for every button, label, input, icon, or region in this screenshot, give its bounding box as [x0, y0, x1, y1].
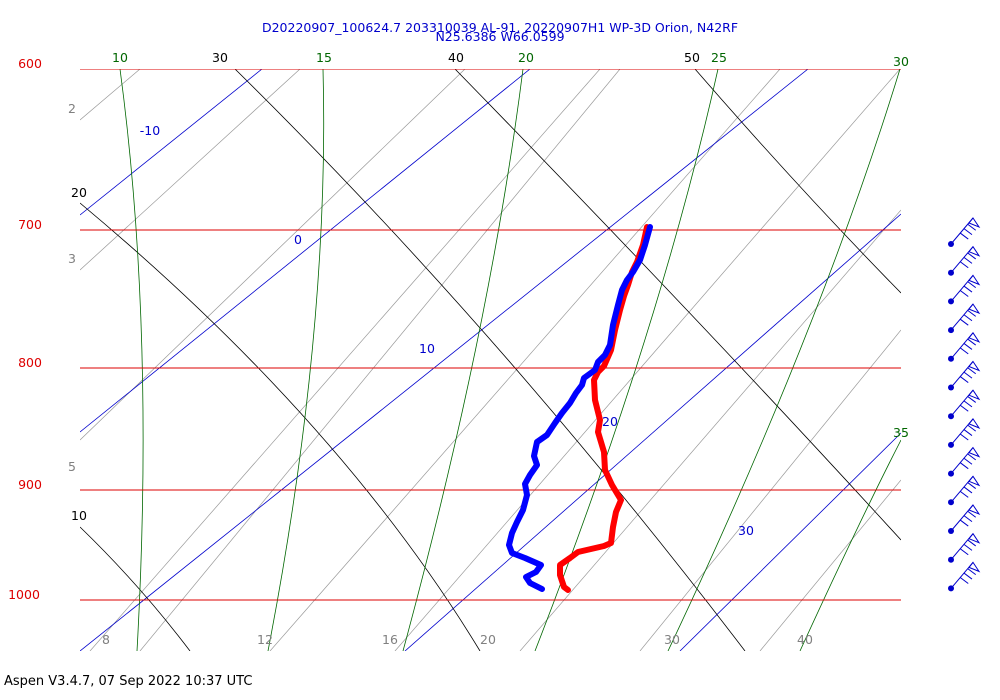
wind-barb	[948, 561, 981, 592]
dry-adiabat-label-20: 20	[71, 185, 87, 200]
skewt-background-lines	[80, 69, 901, 651]
wind-barb	[948, 303, 981, 334]
pressure-labels: 600 700 800 900 1000	[8, 56, 42, 602]
footer-version-text: Aspen V3.4.7, 07 Sep 2022 10:37 UTC	[4, 674, 253, 689]
x-axis-labels: 8 12 16 20 30 40	[102, 632, 813, 647]
isotherm-label-0: 0	[294, 232, 302, 247]
mixing-ratio-label-3: 3	[68, 251, 76, 266]
mixing-ratio-label-5: 5	[68, 459, 76, 474]
dry-adiabat-label-10: 10	[71, 508, 87, 523]
temperature-trace	[557, 224, 650, 593]
chart-title: D20220907_100624.7 203310039 AL-91, 2022…	[262, 20, 738, 35]
moist-adiabat-lines	[119, 69, 901, 651]
x-tick-16: 16	[382, 632, 398, 647]
wind-barb	[948, 331, 981, 362]
dewpoint-trace	[506, 224, 653, 592]
isobar-lines	[80, 69, 901, 601]
wind-barb	[948, 475, 981, 506]
moist-adiabat-label-10: 10	[112, 50, 128, 65]
dry-adiabat-label-40: 40	[448, 50, 464, 65]
wind-barb	[948, 504, 981, 534]
isotherm-label-20: 20	[602, 414, 618, 429]
moist-adiabat-label-30: 30	[893, 54, 909, 69]
moist-adiabat-label-20: 20	[518, 50, 534, 65]
isotherm-labels: -10 0 10 20 30	[140, 123, 754, 538]
moist-adiabat-label-15: 15	[316, 50, 332, 65]
wind-barb	[948, 446, 981, 477]
pressure-tick-900: 900	[18, 477, 42, 492]
pressure-tick-1000: 1000	[8, 587, 40, 602]
mixing-ratio-labels: 2 3 5	[68, 101, 76, 474]
dry-adiabat-labels: 10 20 30 40 50	[71, 50, 700, 523]
dry-adiabat-label-50: 50	[684, 50, 700, 65]
dry-adiabat-lines	[80, 69, 901, 651]
mixing-ratio-lines	[80, 69, 901, 651]
dry-adiabat-label-30: 30	[212, 50, 228, 65]
x-tick-40: 40	[797, 632, 813, 647]
wind-barb	[948, 532, 981, 563]
moist-adiabat-labels: 10 15 20 25 30 35	[112, 50, 909, 440]
moist-adiabat-label-25: 25	[711, 50, 727, 65]
x-tick-30: 30	[664, 632, 680, 647]
isotherm-lines	[80, 69, 901, 651]
isotherm-label-minus10: -10	[140, 123, 160, 138]
x-tick-8: 8	[102, 632, 110, 647]
sounding-traces	[506, 224, 653, 593]
isotherm-label-30: 30	[738, 523, 754, 538]
moist-adiabat-label-35: 35	[893, 425, 909, 440]
x-tick-12: 12	[257, 632, 273, 647]
chart-subtitle: N25.6386 W66.0599	[435, 29, 564, 44]
pressure-tick-600: 600	[18, 56, 42, 71]
x-tick-20: 20	[480, 632, 496, 647]
wind-barb	[948, 389, 981, 420]
wind-barb	[948, 217, 981, 247]
pressure-tick-700: 700	[18, 217, 42, 232]
wind-barb	[948, 360, 981, 391]
wind-barbs	[948, 217, 981, 592]
isotherm-label-10: 10	[419, 341, 435, 356]
wind-barb	[948, 418, 981, 448]
wind-barb	[948, 274, 981, 305]
wind-barb	[948, 245, 981, 276]
mixing-ratio-label-2: 2	[68, 101, 76, 116]
pressure-tick-800: 800	[18, 355, 42, 370]
